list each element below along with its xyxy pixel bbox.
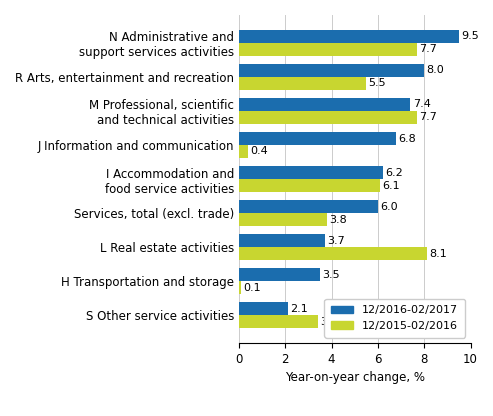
Bar bbox=[239, 247, 426, 260]
Text: 8.0: 8.0 bbox=[426, 65, 444, 75]
Bar bbox=[239, 234, 324, 247]
Bar bbox=[239, 64, 424, 77]
X-axis label: Year-on-year change, %: Year-on-year change, % bbox=[285, 371, 424, 384]
Text: 7.4: 7.4 bbox=[413, 99, 430, 109]
Bar bbox=[239, 302, 287, 315]
Bar bbox=[239, 268, 320, 281]
Text: 7.7: 7.7 bbox=[420, 112, 437, 122]
Text: 3.5: 3.5 bbox=[322, 270, 340, 280]
Text: 6.8: 6.8 bbox=[399, 134, 417, 144]
Bar bbox=[239, 166, 383, 179]
Bar bbox=[239, 179, 380, 192]
Text: 3.7: 3.7 bbox=[327, 236, 345, 246]
Text: 2.1: 2.1 bbox=[290, 304, 308, 314]
Bar bbox=[239, 213, 327, 226]
Text: 6.1: 6.1 bbox=[383, 181, 400, 191]
Bar bbox=[239, 145, 248, 158]
Text: 0.1: 0.1 bbox=[244, 282, 261, 292]
Legend: 12/2016-02/2017, 12/2015-02/2016: 12/2016-02/2017, 12/2015-02/2016 bbox=[324, 299, 465, 337]
Text: 6.0: 6.0 bbox=[380, 202, 398, 212]
Text: 8.1: 8.1 bbox=[429, 249, 447, 259]
Bar bbox=[239, 30, 459, 43]
Bar bbox=[239, 281, 241, 294]
Text: 5.5: 5.5 bbox=[369, 78, 386, 88]
Text: 3.8: 3.8 bbox=[329, 215, 347, 225]
Bar bbox=[239, 315, 317, 328]
Text: 9.5: 9.5 bbox=[461, 31, 479, 41]
Text: 3.4: 3.4 bbox=[320, 317, 338, 327]
Text: 6.2: 6.2 bbox=[385, 168, 403, 178]
Bar bbox=[239, 77, 366, 90]
Bar bbox=[239, 111, 417, 124]
Bar bbox=[239, 200, 378, 213]
Text: 7.7: 7.7 bbox=[420, 45, 437, 54]
Text: 0.4: 0.4 bbox=[250, 146, 268, 156]
Bar bbox=[239, 132, 396, 145]
Bar bbox=[239, 98, 410, 111]
Bar bbox=[239, 43, 417, 56]
